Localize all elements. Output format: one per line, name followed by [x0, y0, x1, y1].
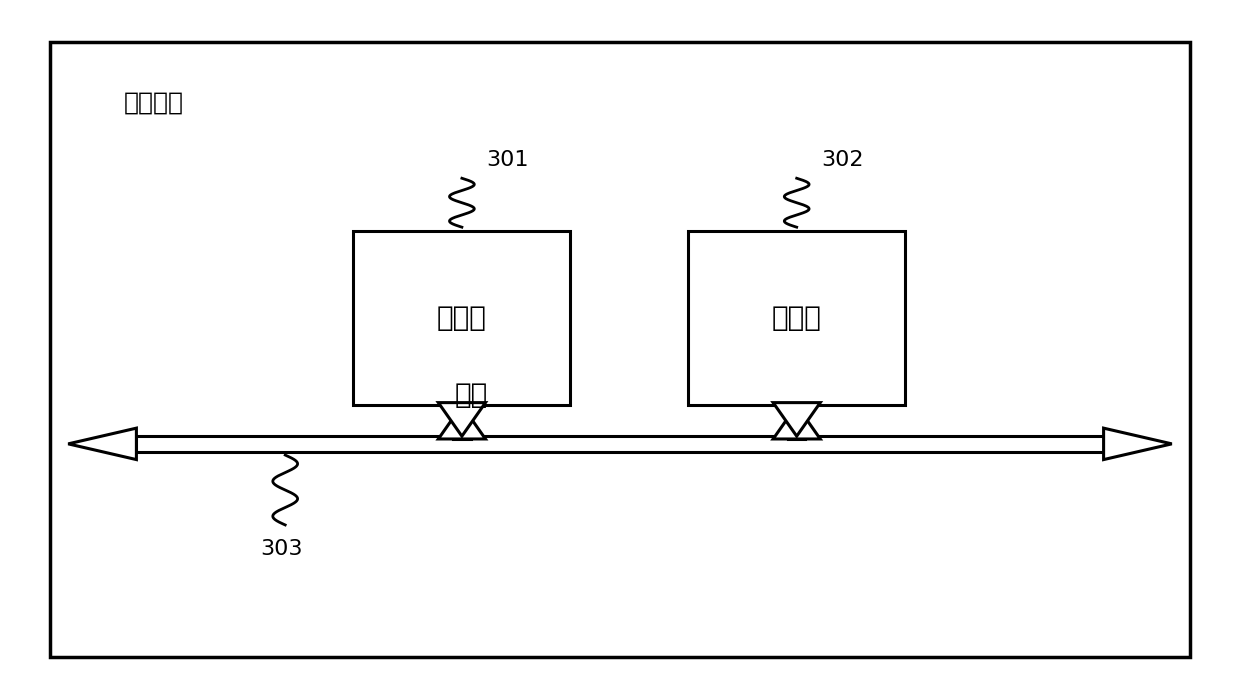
Text: 存储器: 存储器 [771, 304, 822, 332]
Polygon shape [1104, 428, 1172, 460]
Polygon shape [774, 405, 821, 439]
Polygon shape [136, 436, 1104, 452]
Text: 301: 301 [486, 150, 529, 171]
Text: 电子设备: 电子设备 [124, 91, 184, 115]
Text: 总线: 总线 [455, 381, 487, 409]
Bar [353, 231, 570, 405]
Bar [50, 42, 1190, 657]
Text: 302: 302 [822, 150, 864, 171]
Polygon shape [438, 403, 485, 436]
Text: 处理器: 处理器 [436, 304, 487, 332]
Text: 303: 303 [260, 539, 303, 559]
Polygon shape [789, 403, 806, 439]
Polygon shape [453, 403, 470, 439]
Polygon shape [438, 405, 485, 439]
Polygon shape [774, 403, 821, 436]
Bar [688, 231, 905, 405]
Polygon shape [68, 428, 136, 460]
